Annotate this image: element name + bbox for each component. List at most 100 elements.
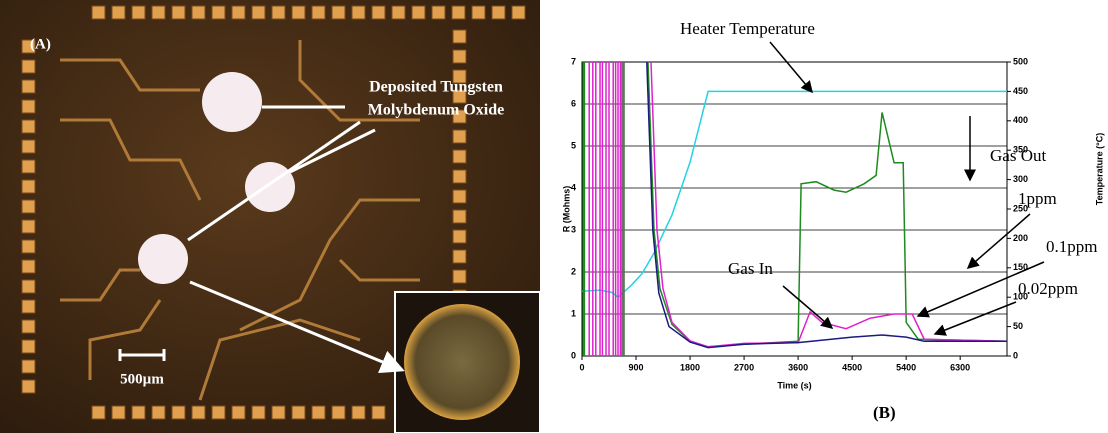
series-label: Heater Temperature (680, 19, 815, 38)
y2-tick-label: 450 (1013, 86, 1028, 96)
bond-pad (92, 6, 105, 19)
oxide-spot (138, 234, 188, 284)
y-tick-label: 3 (571, 224, 576, 234)
bond-pad (512, 6, 525, 19)
bond-pad (372, 406, 385, 419)
x-tick-label: 0 (579, 362, 584, 372)
bond-pad (22, 60, 35, 73)
annotation-arrow (935, 302, 1016, 334)
plot-frame (582, 62, 1007, 356)
bond-pad (432, 6, 445, 19)
y2-tick-label: 300 (1013, 174, 1028, 184)
bond-pad (252, 6, 265, 19)
bond-pad (112, 6, 125, 19)
annotation: Gas In (728, 259, 773, 278)
bond-pad (453, 250, 466, 263)
bond-pad (452, 6, 465, 19)
bond-pad (352, 406, 365, 419)
bond-pad (212, 6, 225, 19)
annotation-arrow (783, 286, 832, 328)
y2-tick-label: 400 (1013, 115, 1028, 125)
bond-pad (192, 406, 205, 419)
bond-pad (453, 50, 466, 63)
bond-pad (453, 170, 466, 183)
bond-pad (453, 30, 466, 43)
bond-pad (22, 120, 35, 133)
y-tick-label: 4 (571, 182, 576, 192)
plot-area (582, 62, 1007, 356)
bond-pad (252, 406, 265, 419)
bond-pad (22, 320, 35, 333)
x-tick-label: 1800 (680, 362, 700, 372)
bond-pad (453, 190, 466, 203)
oxide-spot (202, 72, 262, 132)
bond-pad (172, 6, 185, 19)
x-tick-label: 2700 (734, 362, 754, 372)
micrograph: (A) Deposited Tungsten Molybdenum Oxide … (0, 0, 540, 433)
bond-pad (22, 200, 35, 213)
bond-pad (22, 240, 35, 253)
bond-pad (152, 6, 165, 19)
bond-pad (92, 406, 105, 419)
y-axis-label: R (Mohms) (561, 186, 571, 233)
annotation: Gas Out (990, 146, 1046, 165)
annotation-arrow (770, 42, 812, 92)
y2-axis-label: Temperature (°C) (1094, 133, 1104, 205)
x-axis-label: Time (s) (777, 380, 811, 390)
inset-spot (404, 304, 520, 420)
oxide-spot (245, 162, 295, 212)
bond-pad (292, 406, 305, 419)
bond-pad (453, 270, 466, 283)
bond-pad (112, 406, 125, 419)
bond-pad (22, 140, 35, 153)
bond-pad (22, 340, 35, 353)
bond-pad (453, 130, 466, 143)
series-line (582, 91, 1007, 297)
bond-pad (22, 180, 35, 193)
bond-pad (392, 6, 405, 19)
bond-pad (132, 6, 145, 19)
bond-pad (312, 6, 325, 19)
panel-label: (A) (30, 36, 51, 52)
y-tick-label: 7 (571, 56, 576, 66)
bond-pad (312, 406, 325, 419)
figure: (A) Deposited Tungsten Molybdenum Oxide … (0, 0, 1108, 433)
y-tick-label: 0 (571, 350, 576, 360)
bond-pad (152, 406, 165, 419)
bond-pad (22, 280, 35, 293)
bond-pad (453, 210, 466, 223)
bond-pad (352, 6, 365, 19)
bond-pad (22, 220, 35, 233)
bond-pad (272, 6, 285, 19)
page: {"panel_a": {"label": "(A)", "caption_li… (0, 0, 1108, 433)
bond-pad (22, 100, 35, 113)
bond-pad (332, 6, 345, 19)
caption-line: Molybdenum Oxide (368, 102, 504, 119)
y2-tick-label: 150 (1013, 262, 1028, 272)
y2-tick-label: 0 (1013, 350, 1018, 360)
bond-pad (192, 6, 205, 19)
bond-pad (492, 6, 505, 19)
y-tick-label: 5 (571, 140, 576, 150)
y-tick-label: 2 (571, 266, 576, 276)
bond-pad (292, 6, 305, 19)
y-tick-label: 6 (571, 98, 576, 108)
bond-pad (212, 406, 225, 419)
y2-tick-label: 50 (1013, 321, 1023, 331)
x-tick-label: 4500 (842, 362, 862, 372)
series-line (648, 62, 1007, 347)
x-tick-label: 900 (629, 362, 644, 372)
bond-pad (453, 230, 466, 243)
series-line (647, 62, 1007, 348)
bond-pad (172, 406, 185, 419)
y2-tick-label: 200 (1013, 233, 1028, 243)
bond-pad (232, 6, 245, 19)
x-tick-label: 5400 (896, 362, 916, 372)
bond-pad (232, 406, 245, 419)
bond-pad (453, 150, 466, 163)
series-label: 1ppm (1018, 189, 1057, 208)
bond-pad (372, 6, 385, 19)
x-tick-label: 3600 (788, 362, 808, 372)
y-tick-label: 1 (571, 308, 576, 318)
panel-label: (B) (873, 403, 896, 422)
